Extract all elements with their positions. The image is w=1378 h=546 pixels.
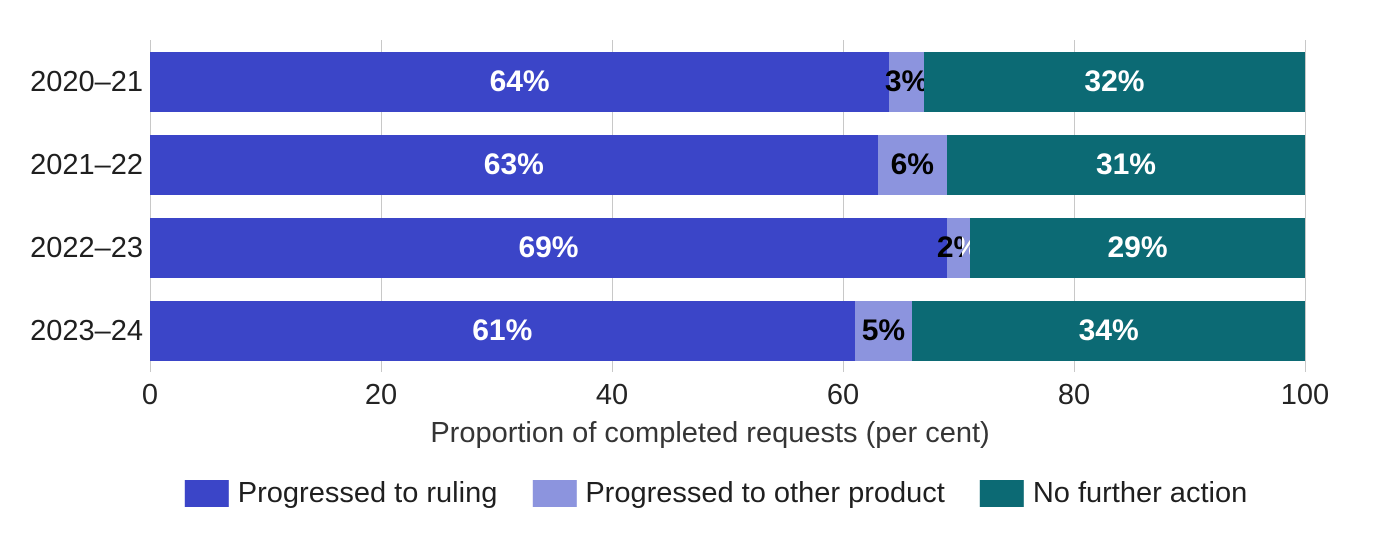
gridline	[843, 40, 844, 372]
bar-segment-no-further-action: 32%	[923, 52, 1305, 112]
bars-area: 64% 3% 32% 63% 6% 31% 69%	[150, 52, 1305, 361]
gridline	[1305, 40, 1306, 372]
bar-value-label: 29%	[1107, 231, 1168, 264]
y-axis-labels: 2020–21 2021–22 2022–23 2023–24	[0, 52, 143, 384]
y-axis-label: 2022–23	[30, 231, 143, 264]
bar-segment-no-further-action: 29%	[970, 218, 1305, 278]
y-axis-label: 2020–21	[30, 65, 143, 98]
bar-segment-progressed-to-other-product: 6%	[877, 135, 947, 195]
bar-row-2020-21: 64% 3% 32%	[150, 52, 1305, 112]
legend-swatch-icon	[979, 480, 1024, 507]
gridline	[381, 40, 382, 372]
bar-value-label: 34%	[1078, 314, 1139, 347]
y-axis-label: 2023–24	[30, 314, 143, 347]
gridline	[612, 40, 613, 372]
bar-value-label: 63%	[483, 148, 544, 181]
x-axis-tick-label: 60	[826, 379, 860, 411]
bar-value-label: 32%	[1084, 65, 1145, 98]
legend-label: No further action	[1032, 477, 1248, 509]
x-axis-tick-label: 80	[1057, 379, 1091, 411]
bar-value-label: 64%	[489, 65, 550, 98]
bar-segment-no-further-action: 31%	[946, 135, 1305, 195]
bar-row-2023-24: 61% 5% 34%	[150, 301, 1305, 361]
bar-row-2021-22: 63% 6% 31%	[150, 135, 1305, 195]
x-axis-ticks: 0 20 40 60 80 100	[142, 379, 1329, 413]
x-axis-tick-label: 0	[141, 379, 159, 411]
x-axis-title: Proportion of completed requests (per ce…	[430, 417, 990, 449]
y-axis-label: 2021–22	[30, 148, 143, 181]
bar-segment-progressed-to-other-product: 3%	[885, 52, 928, 112]
gridline	[150, 40, 151, 372]
bar-value-label: 5%	[861, 314, 906, 347]
bar-segment-no-further-action: 34%	[912, 301, 1305, 361]
bar-segment-progressed-to-ruling: 64%	[150, 52, 890, 112]
legend-swatch-icon	[532, 480, 577, 507]
legend-label: Progressed to ruling	[237, 477, 498, 509]
bar-segment-progressed-to-other-product: 5%	[854, 301, 913, 361]
legend-item-progressed-to-other-product: Progressed to other product	[532, 477, 945, 510]
plot-area	[150, 40, 1306, 372]
bar-segment-progressed-to-ruling: 61%	[150, 301, 855, 361]
bar-value-label: 69%	[518, 231, 579, 264]
bar-value-label: 61%	[472, 314, 533, 347]
bar-value-label: 31%	[1095, 148, 1156, 181]
legend-item-progressed-to-ruling: Progressed to ruling	[184, 477, 498, 510]
legend-swatch-icon	[184, 480, 229, 507]
gridline	[1074, 40, 1075, 372]
legend-label: Progressed to other product	[585, 477, 945, 509]
bar-value-label: 3%	[884, 65, 929, 98]
x-axis-tick-label: 40	[595, 379, 629, 411]
bar-value-label: 6%	[890, 148, 934, 181]
x-axis-tick-label: 20	[364, 379, 398, 411]
bar-row-2022-23: 69% 2% 29%	[150, 218, 1305, 278]
bar-segment-progressed-to-ruling: 69%	[150, 218, 947, 278]
legend: Progressed to ruling Progressed to other…	[184, 477, 1248, 510]
legend-item-no-further-action: No further action	[979, 477, 1248, 510]
x-axis-tick-label: 100	[1280, 379, 1330, 411]
bar-segment-progressed-to-other-product: 2%	[937, 218, 980, 278]
bar-segment-progressed-to-ruling: 63%	[150, 135, 878, 195]
